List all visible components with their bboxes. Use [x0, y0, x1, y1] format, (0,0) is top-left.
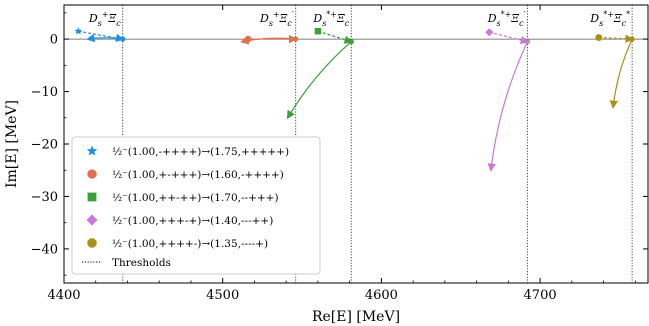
series-start-point [244, 35, 252, 43]
y-tick-label: −10 [31, 85, 58, 100]
threshold-label: Ds*+Ξc* [589, 10, 630, 28]
legend-marker [87, 192, 97, 202]
x-tick-label: 4400 [47, 288, 80, 303]
legend-entry-label: ½⁻(1.00,+++-+)→(1.40,---++) [112, 215, 273, 227]
legend-entry-label: ½⁻(1.00,+-+++)→(1.60,-++++) [112, 169, 284, 181]
x-axis-label: Re[E] [MeV] [312, 309, 400, 325]
series-start-point [314, 28, 322, 35]
series-start-point [595, 34, 603, 41]
y-tick-label: 0 [50, 33, 58, 48]
plot-area: Ds+Ξc Ds+Ξc′ Ds*+Ξc Ds*+Ξc′ Ds*+Ξc* 4400 4500 4… [4, 4, 649, 325]
series-solid-path [286, 41, 352, 120]
legend-threshold-label: Thresholds [112, 257, 171, 269]
x-tick-label: 4500 [206, 288, 239, 303]
legend-entry-label: ½⁻(1.00,-++++)→(1.75,+++++) [112, 146, 289, 158]
threshold-label: Ds*+Ξc′ [487, 10, 526, 28]
series-branch-point [293, 36, 299, 42]
legend-marker [86, 145, 98, 156]
series-dashed-path [598, 34, 634, 43]
threshold-label: Ds*+Ξc [312, 10, 349, 28]
series-dashed-path [317, 30, 353, 44]
series-dashed-path [489, 31, 530, 45]
legend-marker [87, 169, 97, 179]
threshold-label: Ds+Ξc′ [259, 10, 294, 28]
series-branch-point [348, 39, 354, 45]
series-branch-point [120, 36, 126, 42]
legend-marker [86, 214, 98, 226]
y-tick-label: −40 [31, 242, 58, 257]
legend: ½⁻(1.00,-++++)→(1.75,+++++) ½⁻(1.00,+-+++… [71, 136, 321, 275]
legend-entry-label: ½⁻(1.00,++-++)→(1.70,--+++) [112, 192, 279, 204]
y-axis-label: Im[E] [MeV] [4, 100, 20, 188]
legend-entry-label: ½⁻(1.00,++++-)→(1.35,----+) [112, 238, 268, 250]
legend-box [71, 136, 321, 275]
series-start-point [74, 27, 83, 35]
series-solid-path [487, 41, 528, 172]
series-solid-path [609, 38, 633, 109]
legend-marker [87, 238, 97, 248]
series-solid-path [86, 33, 123, 43]
x-tick-label: 4700 [524, 288, 557, 303]
series-start-point [485, 28, 494, 37]
x-tick-label: 4600 [365, 288, 398, 303]
series-branch-point [524, 39, 530, 45]
series-branch-point [629, 36, 635, 42]
y-tick-label: −30 [31, 190, 58, 205]
y-tick-label: −20 [31, 138, 58, 153]
threshold-label: Ds+Ξc [88, 10, 121, 28]
